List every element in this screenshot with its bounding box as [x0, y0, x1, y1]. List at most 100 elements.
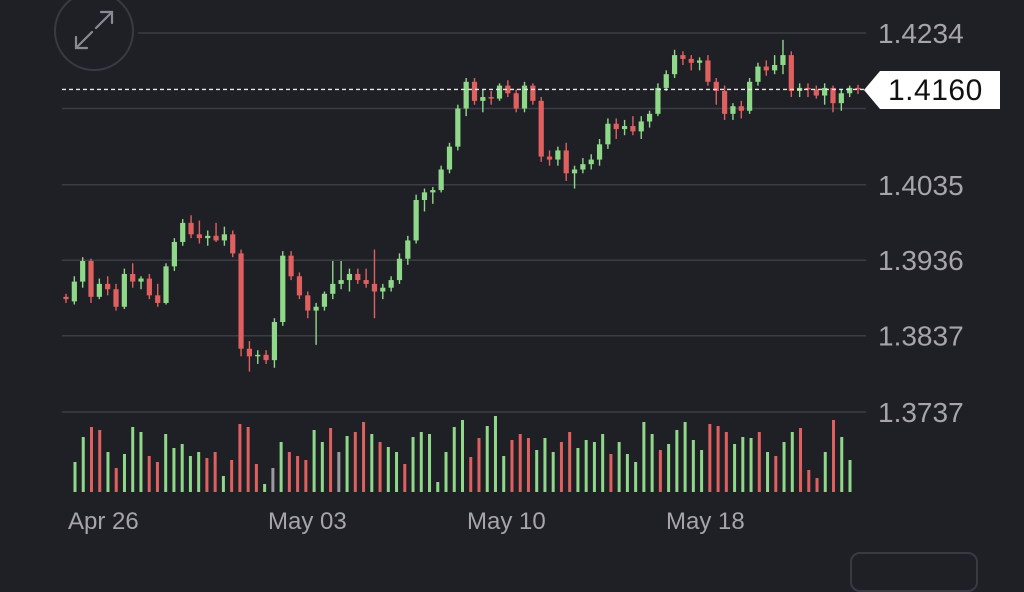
volume-bar	[155, 462, 159, 492]
volume-bar	[246, 427, 250, 492]
candle-body	[438, 169, 444, 191]
date-tick-label: May 18	[666, 508, 745, 535]
volume-bar	[320, 442, 324, 492]
volume-bar	[535, 450, 539, 492]
volume-bar	[73, 462, 77, 492]
volume-bar	[147, 456, 151, 492]
volume-bar	[172, 448, 176, 492]
candle-body	[196, 234, 202, 239]
volume-bars	[73, 416, 852, 492]
volume-bar	[89, 427, 93, 492]
volume-bar	[741, 437, 745, 492]
volume-bar	[353, 432, 357, 492]
candle-body	[288, 255, 294, 277]
volume-bar	[708, 424, 712, 492]
candle-body	[263, 354, 269, 361]
volume-bar	[609, 454, 613, 492]
candle-body	[705, 60, 711, 82]
volume-bar	[238, 424, 242, 492]
volume-bar	[848, 460, 852, 492]
candle-body	[571, 169, 578, 174]
volume-bar	[139, 432, 143, 492]
volume-bar	[386, 447, 390, 492]
volume-bar	[378, 442, 382, 492]
candle-body	[313, 306, 319, 311]
volume-bar	[114, 468, 118, 492]
candle-body	[405, 240, 411, 259]
expand-button[interactable]	[54, 0, 134, 71]
candle-body	[463, 81, 469, 109]
candle-body	[738, 106, 744, 111]
candle-body	[722, 90, 728, 114]
candle-body	[296, 276, 303, 296]
candle-body	[621, 126, 628, 130]
volume-bar	[584, 440, 588, 492]
volume-bar	[716, 426, 720, 492]
candle-body	[246, 348, 253, 357]
volume-bar	[790, 432, 794, 492]
candlestick-chart[interactable]: 1.4234 1.4035 1.3936 1.3837 1.3737 Apr 26 May…	[0, 0, 1024, 576]
volume-bar	[510, 440, 514, 492]
volume-bar	[197, 452, 201, 492]
volume-bar	[757, 432, 761, 492]
candle-body	[747, 81, 753, 111]
volume-bar	[428, 434, 432, 492]
candle-body	[646, 113, 653, 122]
volume-bar	[411, 437, 415, 492]
candle-body	[205, 235, 211, 239]
candle-body	[271, 322, 278, 361]
volume-bar	[436, 482, 440, 492]
volume-bar	[518, 434, 522, 492]
volume-bar	[403, 464, 407, 492]
date-tick-label: May 03	[268, 508, 347, 535]
candle-body	[421, 192, 428, 201]
candle-body	[430, 190, 436, 193]
candle-body	[538, 100, 544, 157]
candle-body	[255, 354, 261, 357]
volume-bar	[395, 452, 399, 492]
volume-bar	[526, 438, 530, 492]
volume-bar	[230, 460, 234, 492]
candle-body	[413, 200, 419, 241]
timeframe-button[interactable]	[850, 552, 978, 592]
candle-body	[371, 283, 378, 292]
volume-bar	[131, 427, 135, 492]
volume-bar	[683, 422, 687, 492]
candle-body	[330, 283, 336, 294]
volume-bar	[724, 432, 728, 492]
volume-bar	[823, 452, 827, 492]
volume-bar	[576, 448, 580, 492]
volume-bar	[543, 438, 547, 492]
volume-bar	[164, 434, 168, 492]
volume-bar	[221, 476, 225, 492]
candle-body	[280, 255, 286, 323]
candle-body	[88, 261, 94, 297]
volume-bar	[444, 452, 448, 492]
candle-body	[146, 278, 152, 296]
volume-bar	[782, 442, 786, 492]
date-axis: Apr 26 May 03 May 10 May 18	[68, 508, 745, 535]
volume-bar	[592, 442, 596, 492]
candle-body	[655, 87, 661, 114]
candle-body	[530, 85, 536, 101]
volume-bar	[205, 458, 209, 492]
volume-bar	[774, 456, 778, 492]
volume-bar	[700, 450, 704, 492]
candle-body	[588, 159, 594, 165]
candle-body	[213, 235, 219, 241]
volume-bar	[296, 456, 300, 492]
volume-bar	[188, 456, 192, 492]
price-axis: 1.4234 1.4035 1.3936 1.3837 1.3737	[878, 18, 964, 428]
current-price-label: 1.4160	[888, 74, 983, 107]
candle-body	[321, 293, 328, 307]
candle-body	[105, 283, 111, 290]
candle-body	[338, 280, 344, 284]
price-tick-label: 1.4234	[878, 18, 964, 49]
candle-body	[471, 81, 478, 101]
candle-body	[230, 234, 236, 254]
volume-bar	[766, 452, 770, 492]
volume-bar	[568, 432, 572, 492]
volume-bar	[840, 437, 844, 492]
candle-body	[755, 66, 761, 82]
volume-bar	[122, 454, 126, 492]
